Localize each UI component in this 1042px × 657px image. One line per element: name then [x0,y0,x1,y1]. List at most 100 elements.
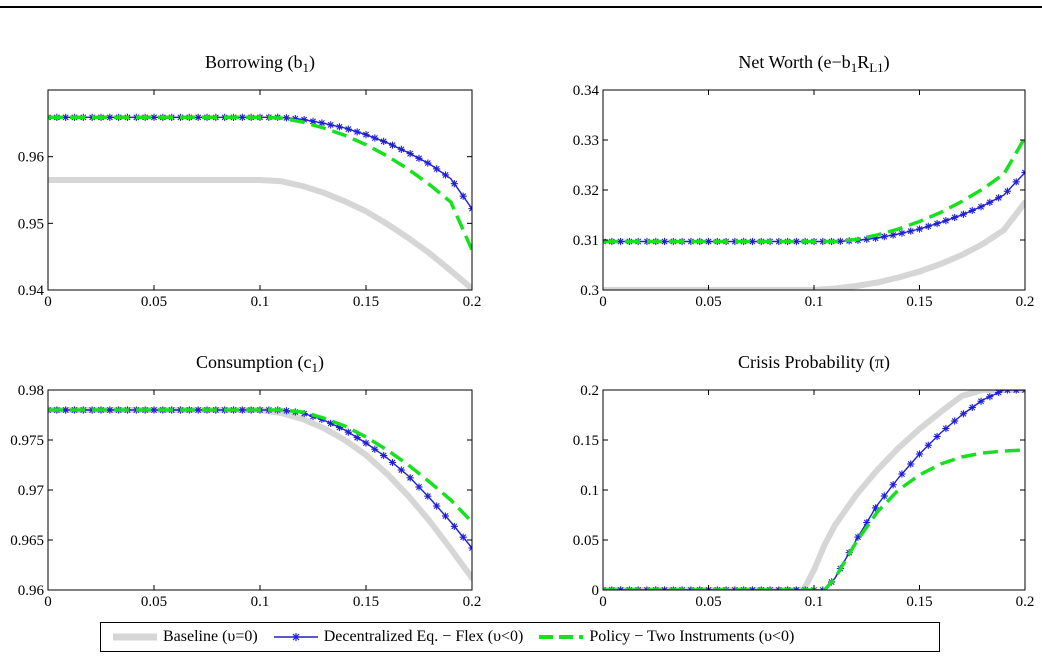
data-point-marker [371,445,379,453]
panel-3: 0 0.05 0.1 0.15 0.2 0.96 0.965 0.97 0.975 0.98 Con… [10,352,481,610]
series-line-decentralized [603,171,1025,243]
data-point-marker [616,237,625,246]
panel-1: 0 0.05 0.1 0.15 0.2 0.94 0.95 0.96 Borrowing (b1… [18,52,482,310]
y-tick-label: 0 [592,583,600,599]
panel-2: 0 0.05 0.1 0.15 0.2 0.3 0.31 0.32 0.33 0.34 Net Wo… [573,52,1035,310]
data-point-marker [450,522,458,530]
data-point-marker [889,481,897,489]
x-tick-label: 0.1 [805,594,824,610]
data-point-marker [450,180,458,188]
data-point-marker [1012,390,1020,394]
data-point-marker [62,406,70,414]
x-tick-label: 0 [44,294,52,310]
data-point-marker [194,406,202,414]
data-point-marker [977,397,985,405]
x-tick-label: 0.05 [141,594,167,610]
legend-swatch-policy [539,635,584,639]
y-tick-label: 0.32 [573,183,599,199]
data-point-marker [397,145,405,153]
data-point-marker [968,403,976,412]
data-point-marker [388,141,397,149]
x-tick-label: 0.1 [251,594,270,610]
data-point-marker [380,451,388,460]
series-group [48,406,472,581]
data-point-marker [424,159,432,167]
data-point-marker [62,113,70,121]
x-tick-label: 0.15 [353,594,379,610]
data-point-marker [1012,178,1020,186]
figure-canvas: 0 0.05 0.1 0.15 0.2 0.94 0.95 0.96 Borrowing (b1… [10,52,1035,610]
series-line-policy [603,136,1025,244]
data-point-marker [907,460,915,468]
data-point-marker [106,113,114,121]
data-point-marker [327,121,335,129]
data-point-marker [898,229,906,237]
y-tick-label: 0.31 [573,233,599,249]
data-point-marker [660,237,669,246]
data-point-marker [150,406,158,414]
data-point-marker [380,137,388,145]
series-group [603,390,1025,590]
y-tick-label: 0.94 [18,283,45,299]
data-point-marker [880,492,888,500]
data-point-marker [194,113,202,121]
data-point-marker [406,150,414,158]
y-tick-label: 0.96 [18,583,45,599]
y-tick-label: 0.15 [573,433,599,449]
series-line-decentralized [48,116,472,210]
data-point-marker [362,131,370,139]
series-group [48,113,472,290]
legend-label-policy: Policy − Two Instruments (υ<0) [589,628,795,645]
x-tick-label: 0.05 [141,294,167,310]
data-point-marker [1021,168,1025,177]
data-point-marker [933,432,941,441]
legend-label-decentralized: Decentralized Eq. − Flex (υ<0) [323,628,524,645]
data-point-marker [335,123,344,131]
data-point-marker [942,217,950,225]
data-point-marker [433,165,441,173]
data-point-marker [353,433,361,442]
data-point-marker [942,424,950,433]
axes-box [602,389,1026,591]
y-tick-label: 0.05 [573,533,599,549]
x-tick-label: 0.05 [695,594,721,610]
data-point-marker [415,483,423,491]
data-point-marker [915,450,924,458]
data-point-marker [951,213,959,222]
data-point-marker [660,586,669,590]
data-point-marker [704,237,713,246]
data-point-marker [318,119,326,127]
data-point-marker [424,492,432,500]
y-tick-label: 0.33 [573,133,599,149]
data-point-marker [441,512,450,520]
x-tick-label: 0.2 [463,594,482,610]
data-point-marker [748,586,757,590]
y-tick-label: 0.2 [580,383,599,399]
series-line-baseline [48,407,472,581]
axes-box [602,89,1026,291]
data-point-marker [977,203,985,211]
x-tick-label: 0.15 [906,594,932,610]
axes-box [47,389,473,591]
legend-item-decentralized: Decentralized Eq. − Flex (υ<0) [273,628,524,646]
x-tick-label: 0.2 [1016,294,1035,310]
data-point-marker [968,206,976,215]
series-line-decentralized [603,390,1025,590]
x-tick-label: 0 [599,294,607,310]
data-point-marker [792,237,801,246]
legend-item-policy: Policy − Two Instruments (υ<0) [539,628,794,646]
data-point-marker [106,406,114,414]
data-point-marker [415,154,423,162]
data-point-marker [915,225,924,233]
data-point-marker [1021,390,1025,394]
data-point-marker [468,205,472,213]
data-point-marker [880,233,888,241]
data-point-marker [898,470,906,478]
panel-4: 0 0.05 0.1 0.15 0.2 0 0.05 0.1 0.15 0.2 Crisis Pro… [573,352,1035,610]
panel-title: Crisis Probability (π) [738,352,890,373]
data-point-marker [433,502,441,510]
y-tick-label: 0.34 [573,83,600,99]
data-point-marker [388,458,397,467]
x-tick-label: 0.2 [463,294,482,310]
legend-swatch-decentralized [273,633,318,641]
